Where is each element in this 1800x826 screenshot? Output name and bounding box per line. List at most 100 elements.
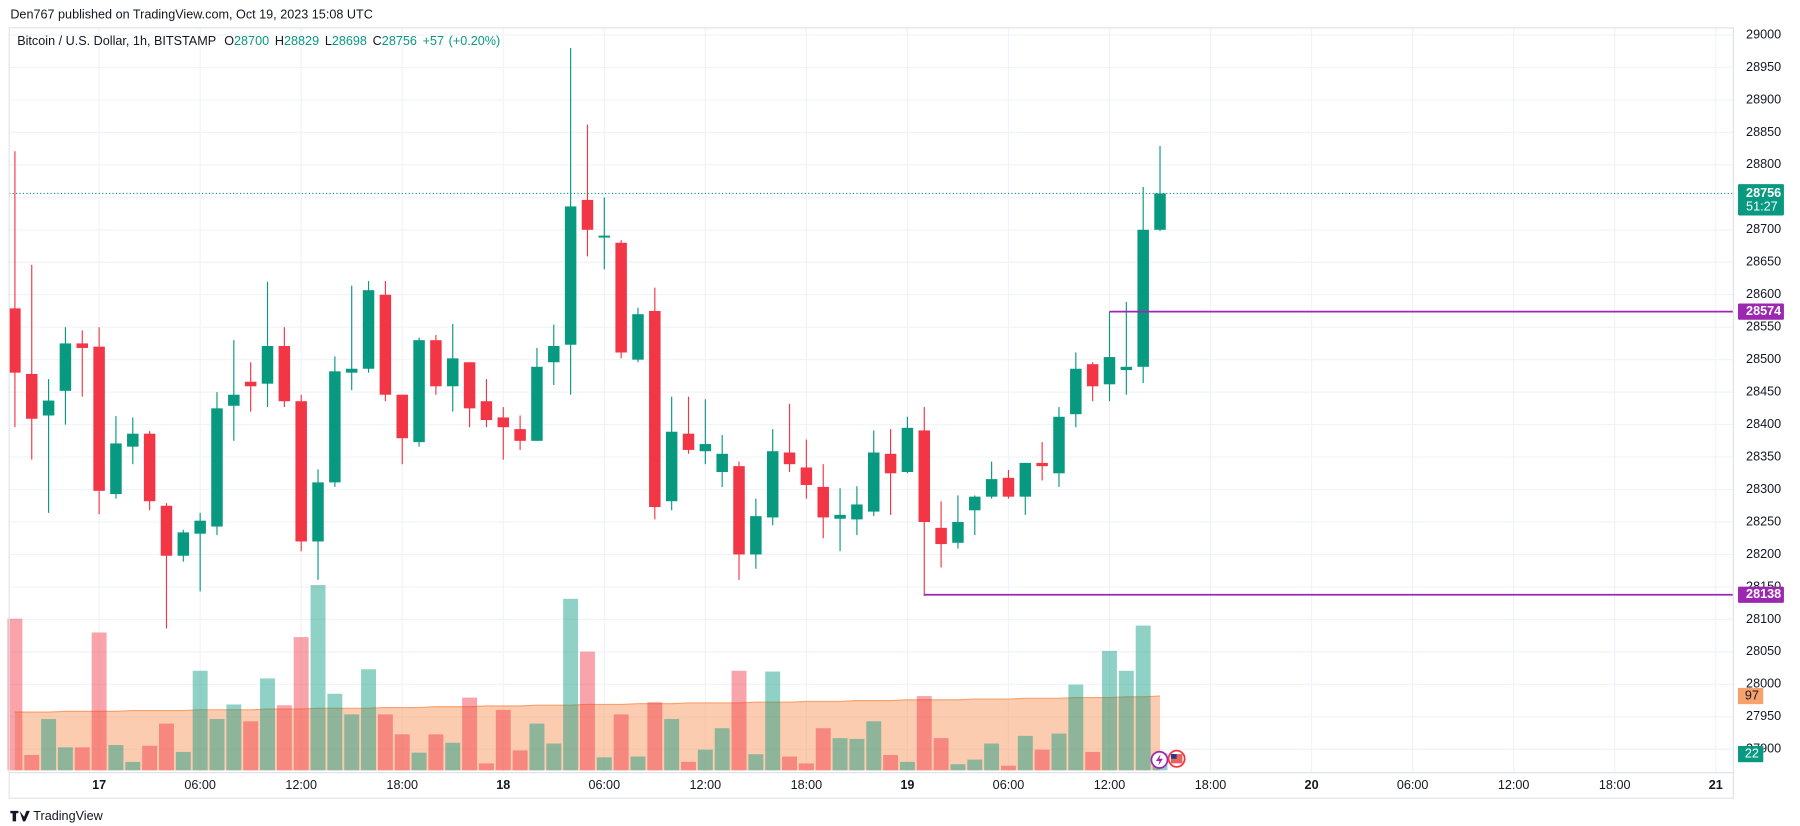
ohlc-value: 28698 — [332, 34, 367, 48]
volume-bar — [276, 705, 292, 771]
candle-body — [312, 482, 324, 542]
price-line-label: 28574 — [1746, 304, 1781, 318]
ohlc-key: H — [275, 34, 284, 48]
candle-body — [817, 486, 829, 518]
volume-bar — [175, 751, 191, 771]
candle-body — [665, 431, 678, 502]
candle-body — [868, 452, 880, 512]
y-tick-label: 28200 — [1746, 547, 1781, 561]
candle-body — [143, 433, 156, 502]
volume-bar — [260, 678, 275, 771]
volume-ma-line — [14, 695, 1161, 713]
symbol-title: Bitcoin / U.S. Dollar, 1h, BITSTAMP — [17, 34, 216, 48]
x-tick-label: 12:00 — [285, 778, 317, 792]
x-tick-label: 20 — [1305, 778, 1319, 792]
candle-body — [211, 408, 223, 527]
volume-bar — [832, 738, 848, 771]
volume-box — [1738, 745, 1764, 763]
candle-body — [935, 527, 947, 545]
y-tick-label: 28550 — [1746, 320, 1781, 334]
volume-bar — [967, 759, 983, 771]
candle-body — [918, 430, 931, 522]
volume-bar — [731, 670, 747, 771]
y-tick-label: 28700 — [1746, 222, 1781, 236]
change-percent: (+0.20%) — [449, 34, 501, 48]
volume-bar — [1135, 625, 1151, 771]
event-icons[interactable] — [1150, 749, 1186, 769]
y-tick-label: 27950 — [1746, 709, 1781, 723]
volume-bar — [361, 669, 377, 771]
volume-bar — [765, 671, 781, 771]
volume-bar — [1118, 670, 1134, 771]
candle-body — [1002, 477, 1015, 497]
volume-bar — [714, 728, 730, 771]
volume-bar — [1085, 751, 1101, 771]
volume-bar — [310, 585, 326, 771]
volume-bar — [1068, 684, 1084, 771]
ohlc-value: 28756 — [382, 34, 417, 48]
candle-body — [564, 206, 577, 345]
x-tick-label: 12:00 — [690, 778, 722, 792]
publisher-header: Den767 published on TradingView.com, Oct… — [10, 7, 372, 21]
volume-bar — [984, 743, 1000, 771]
x-tick-label: 06:00 — [993, 778, 1025, 792]
flag-canton — [1170, 754, 1177, 759]
x-tick-label: 06:00 — [1397, 778, 1429, 792]
volume-bar — [125, 761, 141, 771]
candle-body — [480, 401, 493, 421]
volume-ma-box — [1738, 687, 1764, 705]
candle-body — [379, 294, 392, 395]
candle-body — [278, 346, 291, 402]
last-price-box — [1738, 184, 1784, 216]
volume-bar — [748, 754, 764, 771]
candle-body — [834, 514, 846, 519]
ohlc-value: 28829 — [284, 34, 319, 48]
candle-body — [766, 451, 779, 518]
candle-body — [969, 496, 981, 511]
candle-body — [699, 444, 712, 452]
candle-body — [396, 394, 408, 439]
volume-bar — [327, 693, 343, 771]
candle-body — [160, 505, 173, 556]
candle-body — [463, 362, 476, 409]
volume-bar — [159, 723, 174, 771]
candle-body — [1053, 416, 1065, 474]
volume-bar — [647, 702, 663, 771]
symbol-legend: Bitcoin / U.S. Dollar, 1h, BITSTAMP O2870… — [17, 34, 500, 48]
brand-name: TradingView — [33, 809, 103, 823]
y-tick-label: 28500 — [1746, 352, 1781, 366]
volume-bar — [91, 632, 107, 771]
y-tick-label: 28000 — [1746, 677, 1781, 691]
volume-bar — [243, 721, 259, 771]
candle-body — [884, 453, 897, 474]
x-tick-label: 18:00 — [1195, 778, 1227, 792]
flash-icon — [1155, 754, 1163, 766]
candle-body — [649, 310, 661, 508]
x-tick-label: 18:00 — [386, 778, 418, 792]
candle-body — [598, 235, 611, 238]
y-tick-label: 28100 — [1746, 612, 1781, 626]
candle-body — [1036, 462, 1048, 467]
volume-bar — [563, 598, 579, 771]
y-tick-label: 28400 — [1746, 417, 1781, 431]
volume-bar — [1001, 765, 1016, 771]
candle-body — [127, 433, 139, 447]
volume-bar — [209, 719, 225, 771]
brand[interactable]: TradingView — [10, 809, 104, 823]
ohlc-key: O — [224, 34, 234, 48]
candle-body — [76, 343, 89, 348]
candle-layer — [9, 47, 1166, 629]
candle-body — [1120, 366, 1133, 371]
candle-body — [750, 516, 762, 555]
x-tick-label: 12:00 — [1094, 778, 1126, 792]
volume-bar — [7, 618, 23, 771]
volume-bar — [916, 696, 932, 771]
price-line-box — [1738, 586, 1784, 603]
candle-body — [985, 479, 998, 497]
candle-body — [1070, 368, 1082, 415]
volume-bar — [596, 757, 612, 771]
volume-bar — [529, 723, 545, 771]
volume-bar — [580, 651, 595, 771]
change-value: +57 — [423, 34, 444, 48]
